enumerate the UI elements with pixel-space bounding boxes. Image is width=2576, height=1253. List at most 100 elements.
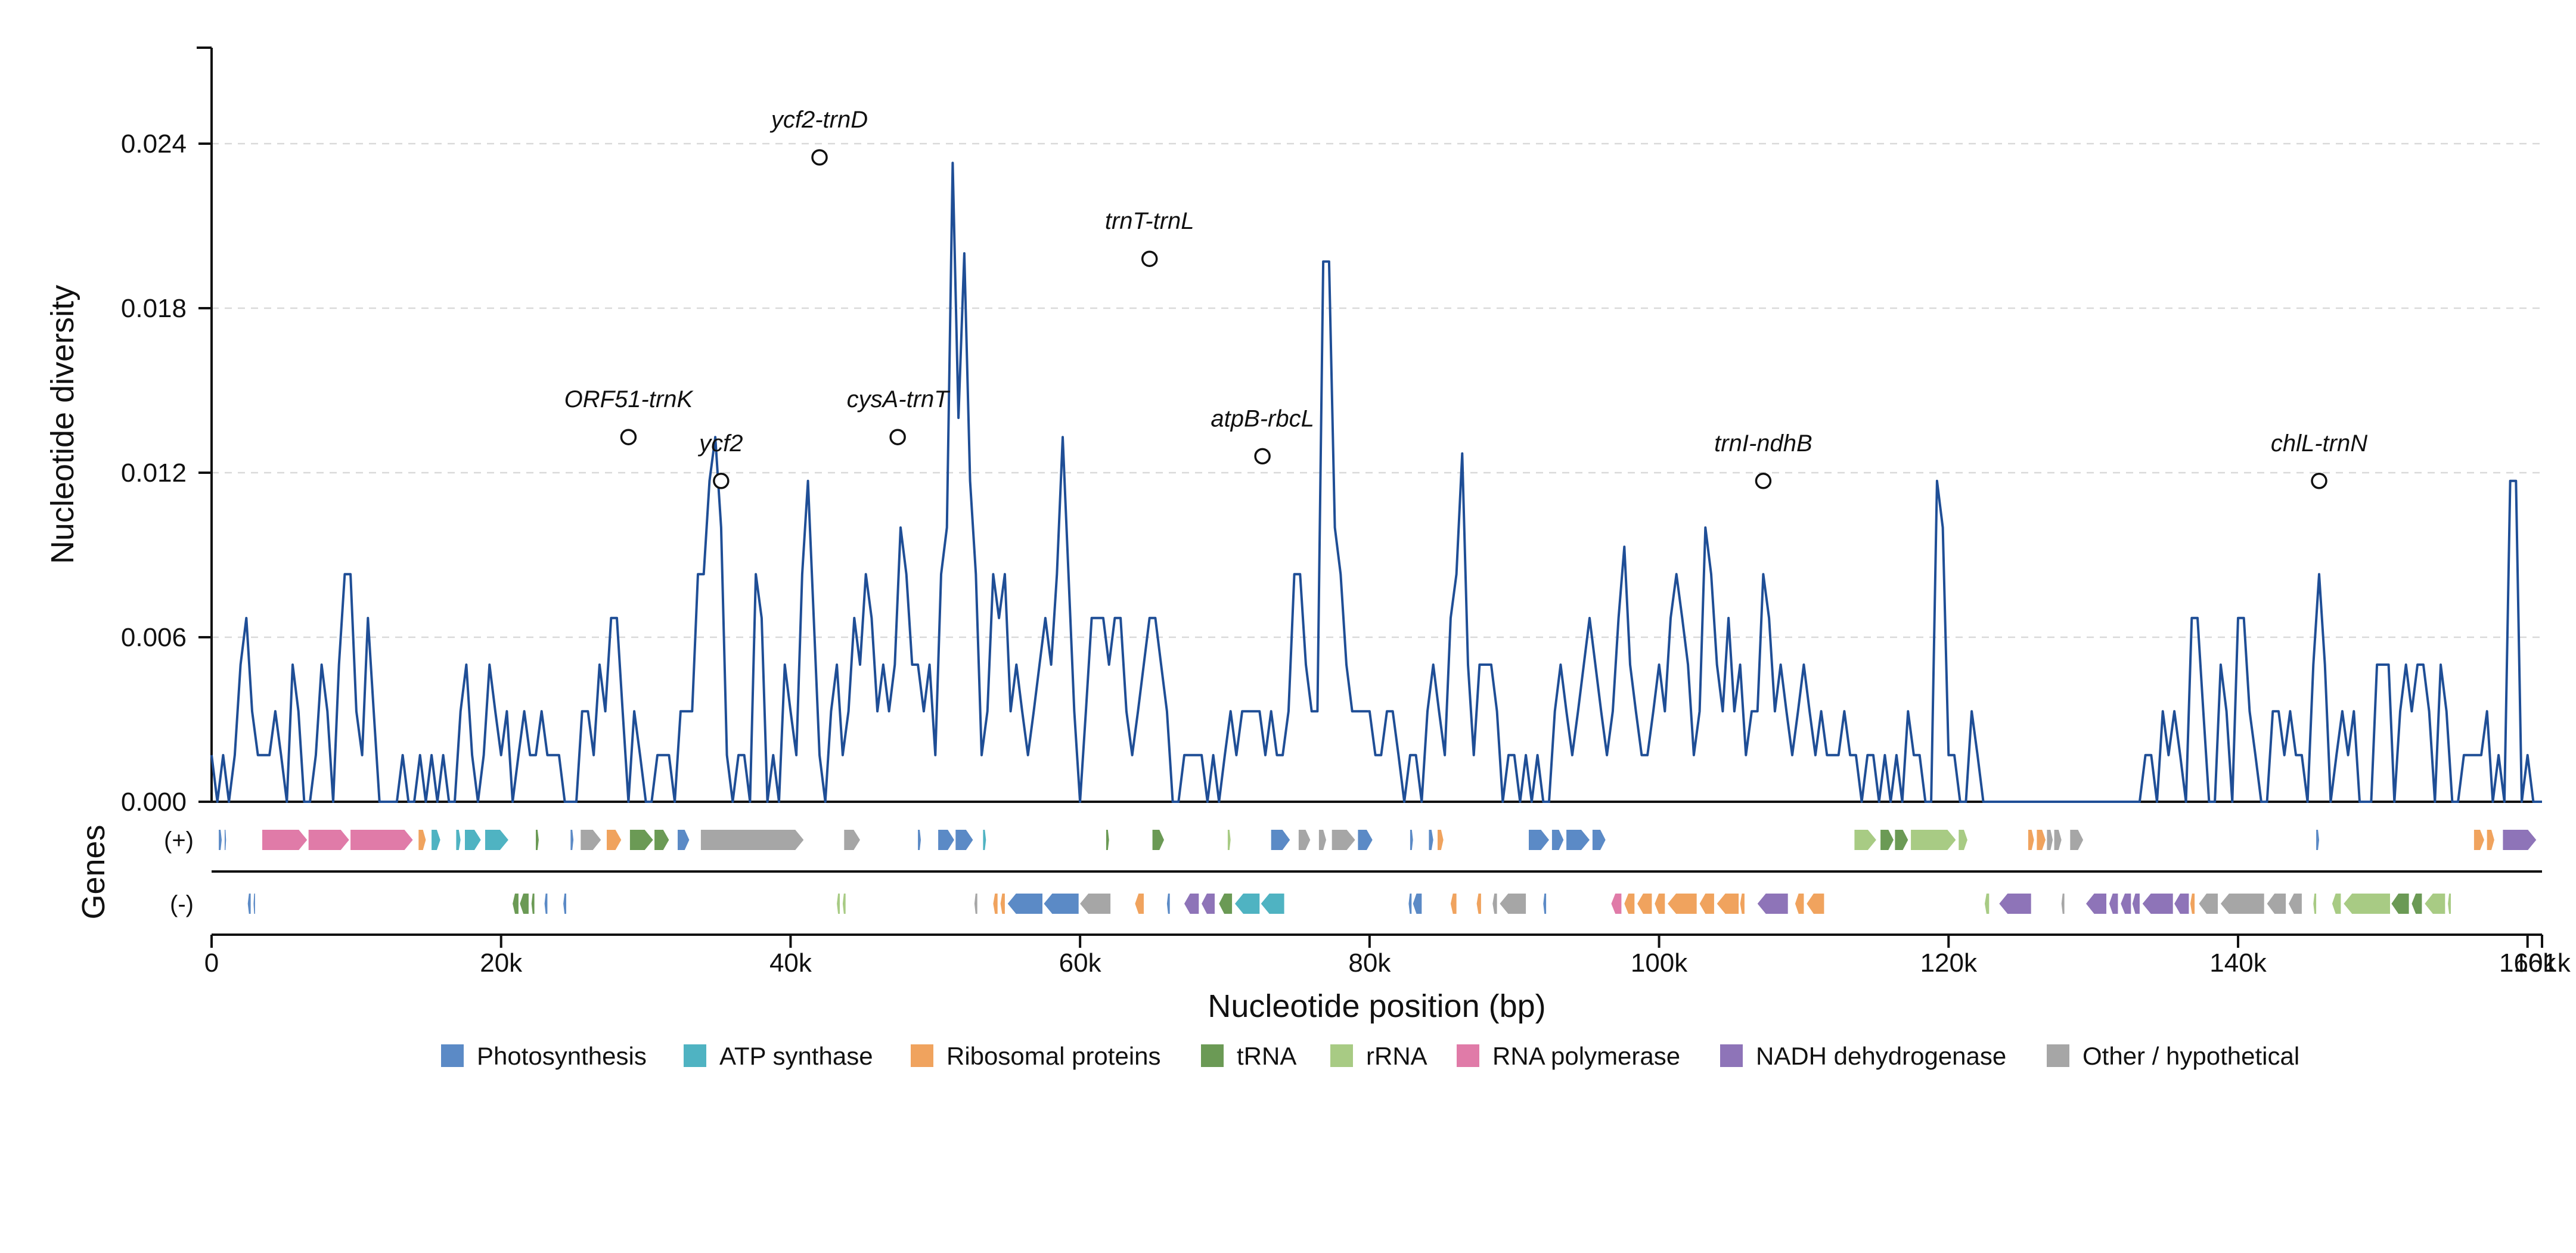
gene-block: [1235, 894, 1260, 914]
peak-marker: [620, 429, 637, 445]
y-tick-label: 0.006: [121, 623, 187, 652]
gene-block: [1202, 894, 1215, 914]
strand-label: (-): [170, 891, 194, 917]
legend-label: NADH dehydrogenase: [1756, 1042, 2006, 1070]
gene-block: [1408, 894, 1412, 914]
gene-block: [2109, 894, 2118, 914]
legend-swatch: [1201, 1044, 1224, 1067]
legend-label: RNA polymerase: [1492, 1042, 1680, 1070]
legend-swatch: [1457, 1044, 1479, 1067]
gene-block: [2121, 894, 2131, 914]
legend-label: Photosynthesis: [477, 1042, 647, 1070]
x-tick-label: 120k: [1920, 948, 1978, 978]
gene-block: [1219, 894, 1233, 914]
legend-swatch: [1720, 1044, 1743, 1067]
gene-block: [536, 830, 539, 850]
gene-block: [1854, 830, 1876, 850]
x-tick-label: 80k: [1348, 948, 1391, 978]
y-axis-title: Nucleotide diversity: [45, 285, 80, 564]
gene-block: [1911, 830, 1956, 850]
legend: Photosynthesis ATP synthase Ribosomal prot…: [441, 1042, 2299, 1070]
gene-block: [1261, 894, 1284, 914]
y-ticks: 0.000 0.006 0.012 0.018 0.024: [121, 129, 212, 817]
legend-label: rRNA: [1366, 1042, 1427, 1070]
gene-block: [1880, 830, 1894, 850]
gene-block: [2070, 830, 2084, 850]
gene-block: [2473, 830, 2484, 850]
peak-marker: [1254, 448, 1271, 465]
gene-block: [531, 894, 535, 914]
gene-block: [1592, 830, 1606, 850]
gene-block: [993, 894, 998, 914]
x-tick-label: 0: [204, 948, 219, 978]
x-tick-label: 160k: [2499, 948, 2556, 978]
gene-block: [1450, 894, 1457, 914]
gene-block: [2391, 894, 2409, 914]
gene-block: [842, 894, 846, 914]
gene-block: [1985, 894, 1990, 914]
legend-label: ATP synthase: [719, 1042, 873, 1070]
gene-block: [938, 830, 954, 850]
x-tick-label: 40k: [769, 948, 812, 978]
gene-block: [2037, 830, 2046, 850]
gene-block: [350, 830, 413, 850]
peak-marker: [1755, 473, 1772, 489]
peak-marker: [1141, 250, 1158, 267]
peak-label: atpB-rbcL: [1211, 405, 1314, 432]
gene-block: [1668, 894, 1697, 914]
gene-block: [1007, 894, 1042, 914]
gene-block: [983, 830, 986, 850]
gene-block: [2332, 894, 2341, 914]
y-tick-label: 0.012: [121, 458, 187, 488]
gene-block: [837, 894, 840, 914]
gene-block: [1655, 894, 1665, 914]
gene-block: [1135, 894, 1144, 914]
gene-block: [2086, 894, 2106, 914]
gene-block: [563, 894, 566, 914]
diversity-line: [210, 162, 2542, 803]
peak-label: ORF51-trnK: [564, 386, 694, 413]
gene-block: [1152, 830, 1164, 850]
gene-block: [1358, 830, 1373, 850]
gene-block: [432, 830, 440, 850]
gene-block: [2028, 830, 2034, 850]
gene-block: [2487, 830, 2494, 850]
gene-block: [1410, 830, 1413, 850]
gene-block: [1637, 894, 1652, 914]
gene-block: [485, 830, 508, 850]
gene-block: [1227, 830, 1231, 850]
peak-label: ycf2: [697, 430, 743, 457]
gene-block: [1959, 830, 1967, 850]
gene-block: [219, 830, 222, 850]
gene-block: [2132, 894, 2140, 914]
gene-block: [1332, 830, 1355, 850]
x-tick-label: 161k: [2513, 948, 2571, 978]
gene-block: [1413, 894, 1422, 914]
gene-block: [1438, 830, 1444, 850]
gene-block: [1166, 894, 1170, 914]
legend-label: tRNA: [1237, 1042, 1296, 1070]
legend-swatch: [441, 1044, 464, 1067]
gene-block: [2199, 894, 2218, 914]
gene-block: [1000, 894, 1005, 914]
peak-label: trnI-ndhB: [1714, 430, 1812, 457]
gene-block: [2047, 830, 2053, 850]
gene-block: [2190, 894, 2195, 914]
y-tick-label: 0.018: [121, 294, 187, 323]
legend-label: Other / hypothetical: [2082, 1042, 2299, 1070]
gene-block: [607, 830, 622, 850]
gene-block: [1080, 894, 1111, 914]
legend-label: Ribosomal proteins: [946, 1042, 1161, 1070]
gene-block: [1624, 894, 1635, 914]
gene-block: [1318, 830, 1326, 850]
gene-block: [1999, 894, 2031, 914]
strand-label: (+): [164, 827, 194, 854]
gene-block: [974, 894, 977, 914]
x-tick-label: 100k: [1631, 948, 1688, 978]
legend-swatch: [2047, 1044, 2069, 1067]
gene-block: [2054, 830, 2062, 850]
gene-block: [2425, 894, 2445, 914]
gene-block: [253, 894, 255, 914]
